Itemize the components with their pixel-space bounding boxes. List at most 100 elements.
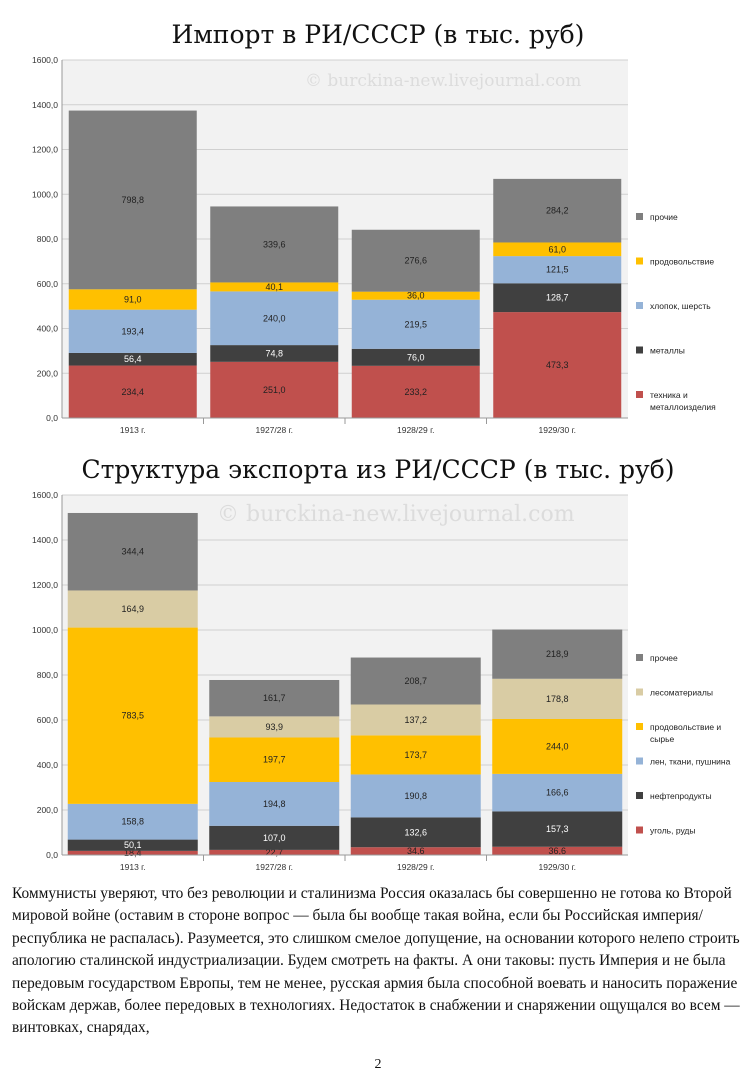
data-label: 128,7	[546, 293, 569, 303]
data-label: 107,0	[263, 833, 286, 843]
data-label: 193,4	[121, 326, 144, 336]
y-tick-label: 600,0	[37, 715, 59, 725]
bar-segment	[67, 627, 198, 804]
bar-segment	[68, 309, 197, 353]
export-chart-title: Структура экспорта из РИ/СССР (в тыс. ру…	[81, 455, 675, 484]
bar-segment	[209, 781, 340, 826]
y-tick-label: 1600,0	[32, 55, 58, 65]
data-label: 178,8	[546, 694, 569, 704]
bar-segment	[351, 365, 480, 418]
data-label: 50,1	[124, 840, 142, 850]
y-tick-label: 1200,0	[32, 145, 58, 155]
bar-segment	[67, 850, 198, 855]
bar-segment	[67, 839, 198, 851]
x-tick-label: 1927/28 г.	[255, 862, 293, 872]
y-tick-label: 1600,0	[32, 490, 58, 500]
y-tick-label: 600,0	[37, 279, 59, 289]
bar-segment	[350, 817, 481, 848]
x-tick-label: 1927/28 г.	[255, 425, 293, 435]
legend-swatch	[636, 826, 643, 834]
legend-swatch	[636, 792, 643, 799]
export-chart: 0,0 200,0 400,0 600,0 800,0 1000,0 1200,0 1400,…	[32, 490, 731, 872]
data-label: 161,7	[263, 693, 286, 703]
data-label: 234,4	[121, 387, 144, 397]
bar-segment	[68, 352, 197, 366]
x-tick-label: 1929/30 г.	[538, 862, 576, 872]
legend-swatch	[636, 257, 643, 265]
body-paragraph: Коммунисты уверяют, что без революции и …	[12, 885, 740, 1037]
data-label: 194,8	[263, 799, 286, 809]
legend-label-line: техника и	[650, 390, 688, 400]
data-label: 798,8	[121, 195, 144, 205]
data-label: 218,9	[546, 649, 569, 659]
bar-segment	[351, 348, 480, 366]
bar-segment	[68, 110, 197, 290]
bar-segment	[350, 774, 481, 818]
legend-swatch	[636, 757, 643, 765]
import-chart-title: Импорт в РИ/СССР (в тыс. руб)	[171, 20, 585, 49]
bar-segment	[350, 704, 481, 736]
legend-swatch	[636, 346, 643, 354]
data-label: 219,5	[404, 319, 427, 329]
data-label: 164,9	[121, 604, 144, 614]
data-label: 137,2	[404, 715, 427, 725]
data-label: 36,6	[548, 846, 566, 856]
data-label: 473,3	[546, 360, 569, 370]
bar-segment	[209, 737, 340, 782]
bar-segment	[493, 283, 622, 313]
bar-segment	[67, 512, 198, 591]
legend-label-line: металлоизделия	[650, 402, 716, 412]
legend-swatch	[636, 723, 643, 730]
data-label: 76,0	[407, 352, 425, 362]
legend-label: прочее	[650, 653, 678, 663]
data-label: 22,7	[265, 847, 283, 857]
bar-segment	[493, 256, 622, 284]
bar-segment	[493, 242, 622, 257]
y-tick-label: 1400,0	[32, 100, 58, 110]
y-tick-label: 0,0	[46, 850, 58, 860]
bar-segment	[350, 657, 481, 705]
bar-segment	[67, 590, 198, 628]
page-number: 2	[374, 1057, 382, 1072]
x-tick-label: 1913 г.	[120, 425, 146, 435]
data-label: 61,0	[548, 244, 566, 254]
data-label: 56,4	[124, 354, 142, 364]
import-chart: 0,0 200,0 400,0 600,0 800,0 1000,0 1200,0 1400,…	[32, 55, 716, 435]
y-tick-label: 0,0	[46, 413, 58, 423]
data-label: 157,3	[546, 824, 569, 834]
bar-segment	[493, 178, 622, 243]
bar-segment	[209, 849, 340, 855]
y-tick-label: 200,0	[37, 368, 59, 378]
data-label: 132,6	[404, 827, 427, 837]
data-label: 344,4	[121, 547, 144, 557]
legend-swatch	[636, 688, 643, 696]
legend-label: прочие	[650, 212, 678, 222]
data-label: 34,6	[407, 846, 425, 856]
legend-label: лен, ткани, пушнина	[650, 757, 731, 767]
legend-label: лесоматериалы	[650, 688, 713, 698]
bar-segment	[67, 803, 198, 840]
legend-swatch	[636, 302, 643, 309]
legend-label: металлы	[650, 346, 685, 356]
y-tick-label: 400,0	[37, 760, 59, 770]
legend-label: продовольствие и сырье	[650, 722, 721, 744]
data-label: 240,0	[263, 313, 286, 323]
x-tick-label: 1928/29 г.	[397, 425, 435, 435]
x-tick-label: 1929/30 г.	[538, 425, 576, 435]
bar-segment	[351, 291, 480, 300]
data-label: 276,6	[404, 256, 427, 266]
y-tick-label: 1200,0	[32, 580, 58, 590]
bar-segment	[492, 846, 623, 855]
bar-segment	[68, 289, 197, 310]
data-label: 91,0	[124, 294, 142, 304]
bar-segment	[209, 825, 340, 850]
data-label: 18,4	[124, 848, 142, 858]
bar-segment	[210, 282, 339, 292]
legend-label: нефтепродукты	[650, 791, 712, 801]
legend: прочее лесоматериалы продовольствие и сырье…	[636, 653, 731, 836]
watermark: © burckina-new.livejournal.com	[305, 71, 581, 91]
bar-segment	[351, 229, 480, 292]
data-label: 166,6	[546, 788, 569, 798]
data-label: 36,0	[407, 291, 425, 301]
legend-label-line: сырье	[650, 734, 675, 744]
